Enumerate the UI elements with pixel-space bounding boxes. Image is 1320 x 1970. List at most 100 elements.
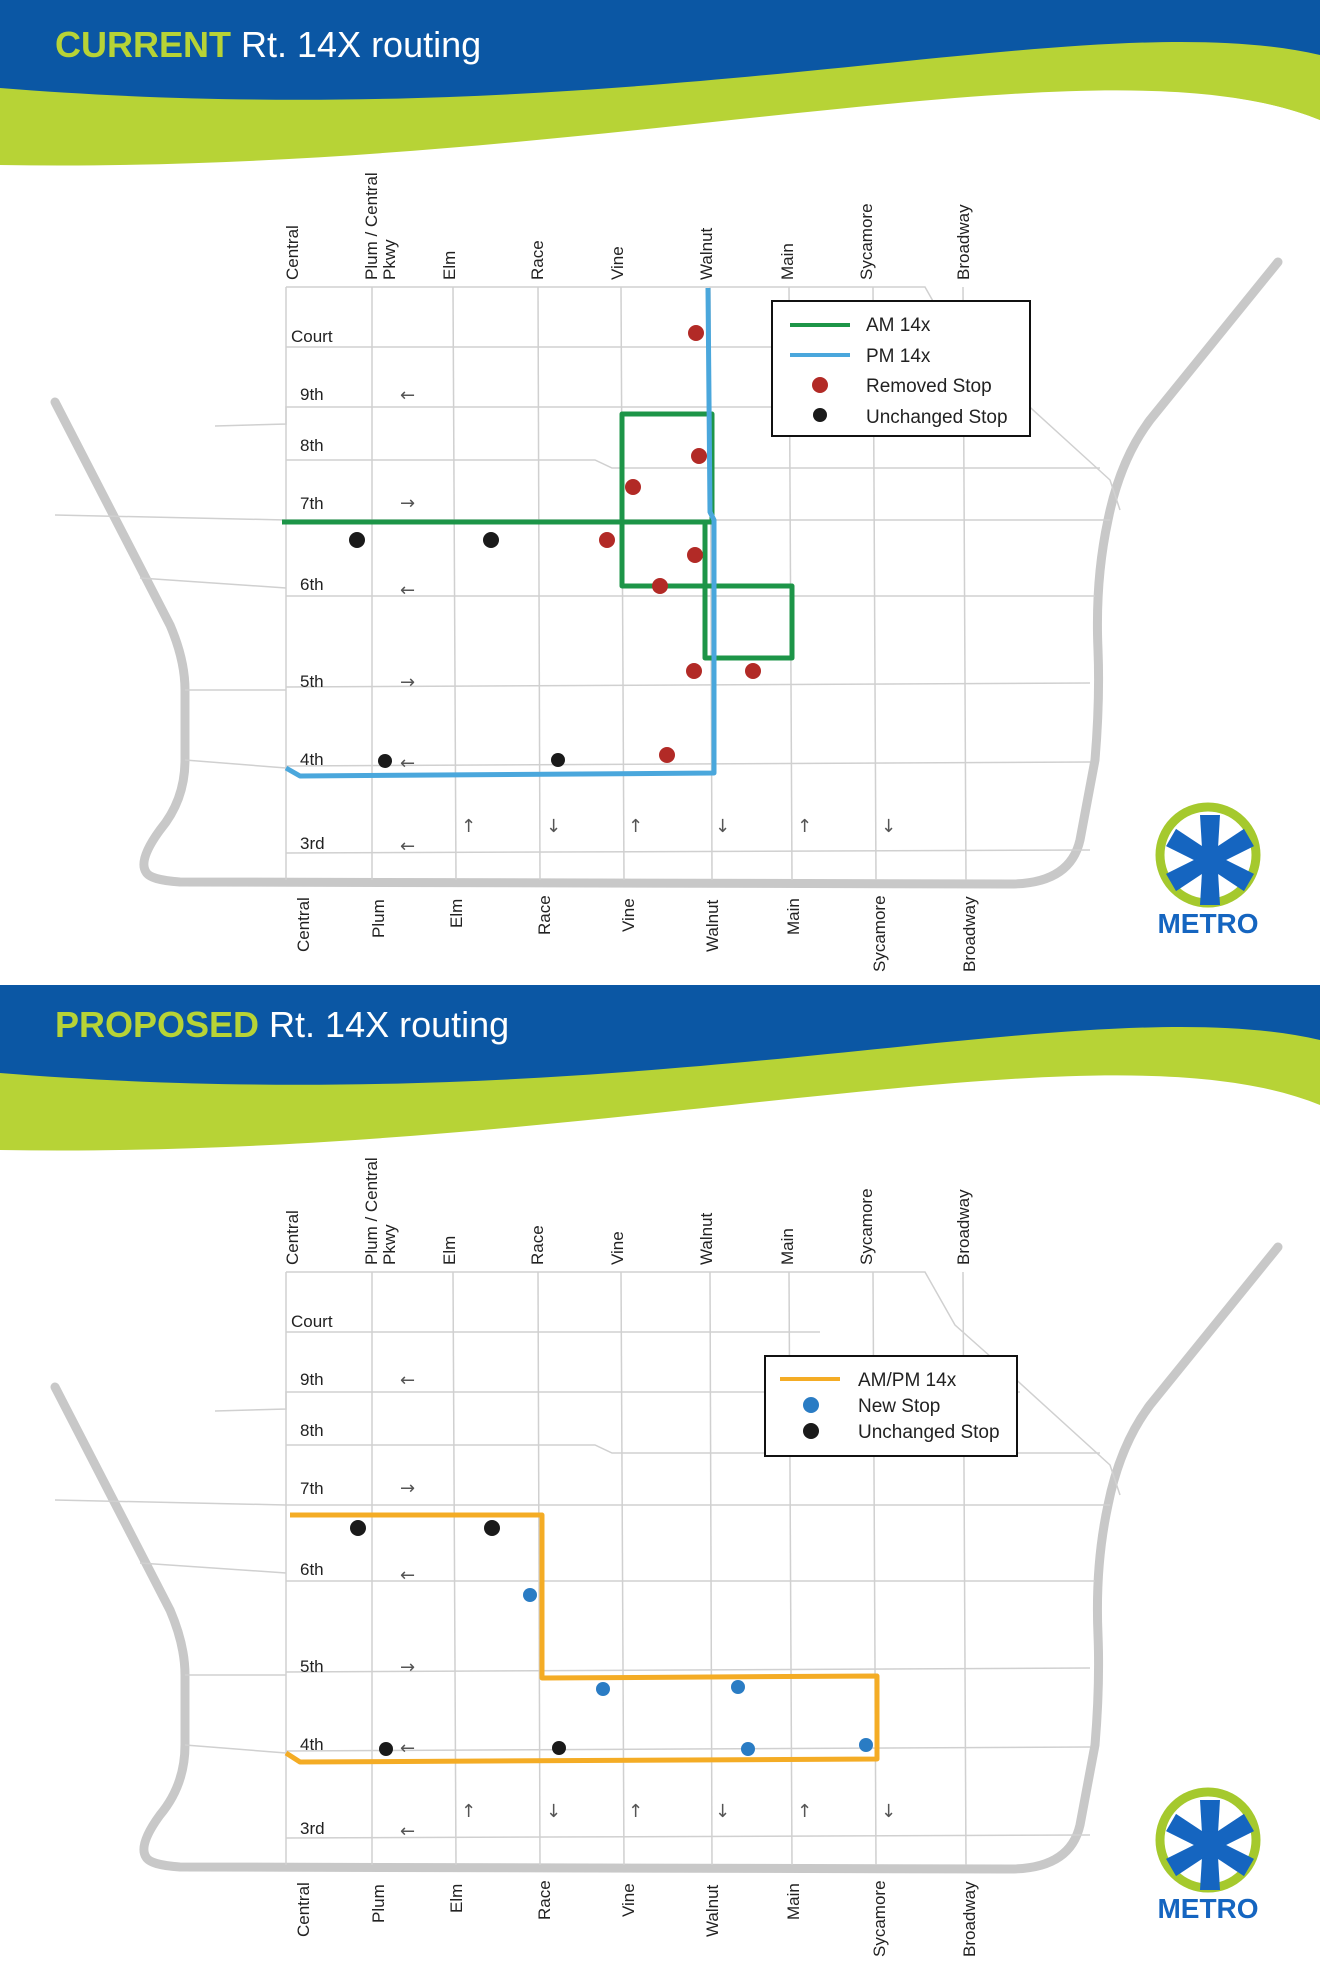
pm-14x-route [284,287,717,779]
street-label-sycamore: Sycamore [870,1880,889,1957]
banner-blue-band [0,0,1320,100]
street-label-sycamore: Sycamore [857,203,876,280]
arrow-down-icon: ↓ [546,1801,561,1822]
street-label-sycamore: Sycamore [870,895,889,972]
street-label-main: Main [784,1883,803,1920]
street-label-3rd: 3rd [300,834,325,853]
street-label-pkwy: Pkwy [380,239,399,280]
unchanged-stop [484,1520,500,1536]
arrow-up-icon: ↑ [628,1801,643,1822]
arrow-down-icon: ↓ [546,816,561,837]
street-label-elm: Elm [447,899,466,928]
unchanged-stop [349,532,365,548]
new-stop [741,1742,755,1756]
street-label-central: Central [294,897,313,952]
am-pm-14x-route [284,1512,880,1765]
unchanged-stops [349,532,565,768]
new-stop [731,1680,745,1694]
street-label-broadway: Broadway [960,1881,979,1957]
arrow-left-icon: ← [400,753,415,774]
street-label-plum-central: Plum / Central [362,172,381,280]
current-map: CURRENT Rt. 14X routing [0,0,1320,972]
street-label-vine: Vine [608,1231,627,1265]
metro-logo: METRO [1155,802,1261,939]
removed-stop [745,663,761,679]
new-stop [859,1738,873,1752]
arrow-right-icon: → [400,1478,415,1499]
street-label-walnut: Walnut [697,227,716,280]
unchanged-stop [378,754,392,768]
arrow-right-icon: → [400,672,415,693]
direction-arrows: ← → ← → ← ← ↑ ↓ ↑ ↓ ↑ ↓ [400,1370,896,1842]
street-label-8th: 8th [300,1421,324,1440]
outer-loop-road [50,1242,1283,1874]
arrow-up-icon: ↑ [628,816,643,837]
legend-unchanged-label: Unchanged Stop [866,407,1008,428]
street-label-sycamore: Sycamore [857,1188,876,1265]
new-stops [523,1588,873,1756]
arrow-up-icon: ↑ [797,816,812,837]
street-label-race: Race [528,240,547,280]
street-label-9th: 9th [300,1370,324,1389]
proposed-map: PROPOSED Rt. 14X routing [0,985,1320,1957]
metro-asterisk-logo-icon [1155,802,1261,908]
street-label-6th: 6th [300,1560,324,1579]
arrow-down-icon: ↓ [715,1801,730,1822]
street-label-elm: Elm [440,1236,459,1265]
proposed-routing-panel: PROPOSED Rt. 14X routing [0,985,1320,1970]
street-label-court: Court [291,327,333,346]
removed-stops [599,325,761,763]
removed-stop [659,747,675,763]
legend-pm-label: PM 14x [866,346,931,367]
street-label-3rd: 3rd [300,1819,325,1838]
arrow-right-icon: → [400,493,415,514]
street-label-5th: 5th [300,672,324,691]
street-label-court: Court [291,1312,333,1331]
arrow-down-icon: ↓ [881,1801,896,1822]
arrow-left-icon: ← [400,1821,415,1842]
legend-unchanged-label: Unchanged Stop [858,1422,1000,1443]
bottom-street-labels: Central Plum Elm Race Vine Walnut Main S… [294,895,979,972]
removed-stop [652,578,668,594]
arrow-right-icon: → [400,1657,415,1678]
cross-street-labels: Court 9th 8th 7th 6th 5th 4th 3rd [291,1312,333,1838]
removed-stop [687,547,703,563]
arrow-down-icon: ↓ [715,816,730,837]
street-label-main: Main [778,243,797,280]
street-label-5th: 5th [300,1657,324,1676]
unchanged-stop [551,753,565,767]
street-label-vine: Vine [608,246,627,280]
street-label-6th: 6th [300,575,324,594]
cross-street-labels: Court 9th 8th 7th 6th 5th 4th 3rd [291,327,333,853]
arrow-left-icon: ← [400,1370,415,1391]
page-title: CURRENT Rt. 14X routing [55,24,481,65]
arrow-up-icon: ↑ [797,1801,812,1822]
unchanged-stop [350,1520,366,1536]
street-label-4th: 4th [300,750,324,769]
street-label-9th: 9th [300,385,324,404]
arrow-left-icon: ← [400,1738,415,1759]
new-stop [596,1682,610,1696]
current-routing-panel: CURRENT Rt. 14X routing [0,0,1320,972]
street-label-walnut: Walnut [697,1212,716,1265]
street-label-pkwy: Pkwy [380,1224,399,1265]
street-label-vine: Vine [619,1883,638,1917]
street-label-broadway: Broadway [960,896,979,972]
map-legend: AM/PM 14x New Stop Unchanged Stop [764,1355,1018,1457]
removed-stop [686,663,702,679]
legend-route-label: AM/PM 14x [858,1370,957,1391]
metro-asterisk-logo-icon [1155,1787,1261,1893]
arrow-left-icon: ← [400,1565,415,1586]
street-label-main: Main [778,1228,797,1265]
top-street-labels: Central Plum / Central Pkwy Elm Race Vin… [283,172,973,280]
legend-removed-dot [812,377,828,393]
street-label-elm: Elm [440,251,459,280]
removed-stop [691,448,707,464]
new-stop [523,1588,537,1602]
banner-blue-band [0,985,1320,1085]
arrow-left-icon: ← [400,580,415,601]
street-label-central: Central [294,1882,313,1937]
arrow-left-icon: ← [400,836,415,857]
arrow-up-icon: ↑ [461,1801,476,1822]
legend-new-dot [803,1397,819,1413]
